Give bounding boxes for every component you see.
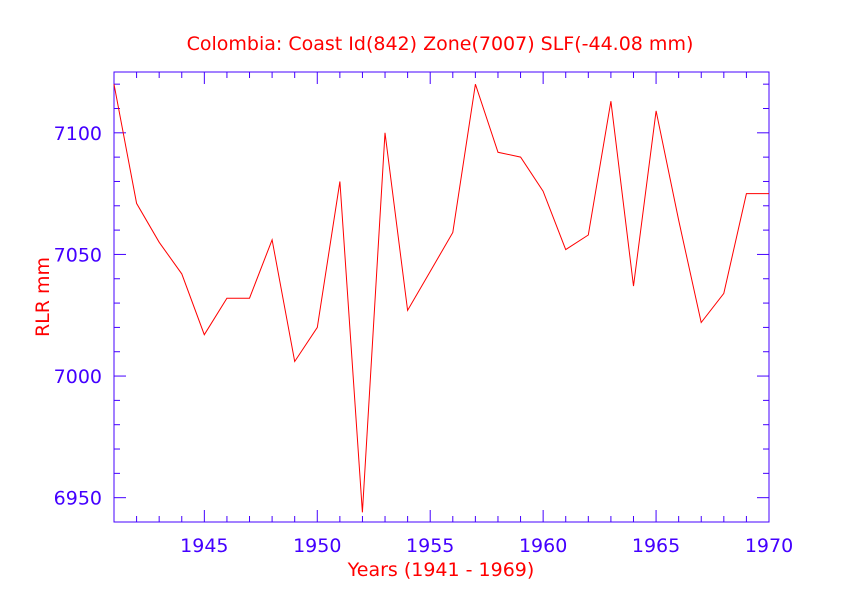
x-tick-label: 1960: [519, 535, 567, 557]
x-tick-label: 1970: [745, 535, 793, 557]
chart-title: Colombia: Coast Id(842) Zone(7007) SLF(-…: [187, 33, 694, 55]
x-tick-label: 1945: [180, 535, 228, 557]
y-tick-label: 6950: [54, 488, 102, 510]
x-axis-label: Years (1941 - 1969): [347, 559, 535, 581]
y-tick-label: 7100: [54, 123, 102, 145]
y-tick-label: 7000: [54, 366, 102, 388]
x-tick-label: 1965: [632, 535, 680, 557]
y-tick-label: 7050: [54, 244, 102, 266]
y-axis-label: RLR mm: [32, 257, 54, 337]
x-tick-label: 1955: [406, 535, 454, 557]
axis-ticks: [113, 72, 770, 523]
x-tick-label: 1950: [293, 535, 341, 557]
plot-frame: [113, 71, 770, 523]
series-line: [113, 84, 769, 513]
axis-tick-labels: 1945 1950 1955 1960 1965 1970 6950 7000 7050 7100: [54, 123, 794, 557]
